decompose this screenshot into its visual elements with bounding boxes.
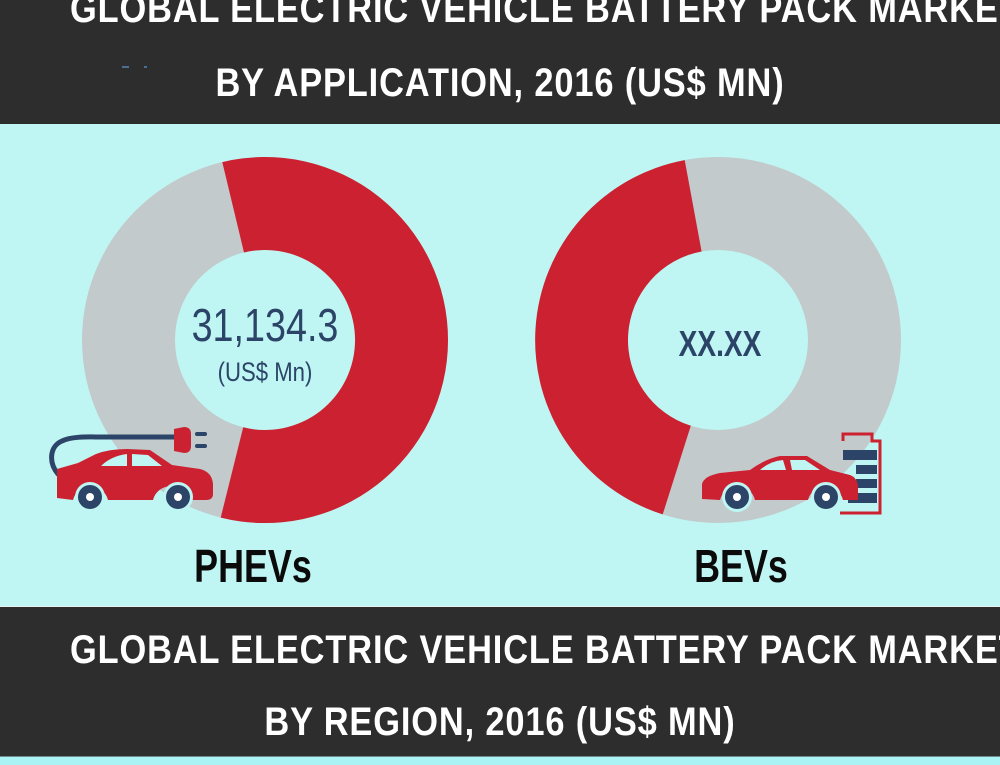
application-title-line1: GLOBAL ELECTRIC VEHICLE BATTERY PACK MAR… — [70, 0, 1000, 31]
phev-share-slice — [220, 157, 449, 524]
region-title-line1: GLOBAL ELECTRIC VEHICLE BATTERY PACK MAR… — [70, 628, 1000, 672]
plug-in-car-icon — [49, 427, 213, 512]
bev-label: BEVs — [694, 540, 788, 592]
region-title-line2: BY REGION, 2016 (US$ MN) — [264, 700, 736, 744]
bev-share-slice — [535, 160, 702, 515]
phev-label: PHEVs — [194, 540, 312, 592]
donut-charts — [49, 157, 901, 524]
phev-donut — [82, 157, 449, 524]
decorative-mark — [122, 66, 152, 70]
region-title-band: GLOBAL ELECTRIC VEHICLE BATTERY PACK MAR… — [0, 606, 1000, 758]
bottom-strip — [0, 757, 1000, 765]
phev-center-unit: (US$ Mn) — [217, 357, 313, 387]
phev-center-value: 31,134.3 — [191, 299, 339, 351]
bev-center-value: XX.XX — [678, 323, 762, 364]
application-title-line2: BY APPLICATION, 2016 (US$ MN) — [215, 61, 785, 105]
application-title-band: GLOBAL ELECTRIC VEHICLE BATTERY PACK MAR… — [0, 0, 1000, 124]
car-with-battery-icon — [702, 432, 882, 515]
